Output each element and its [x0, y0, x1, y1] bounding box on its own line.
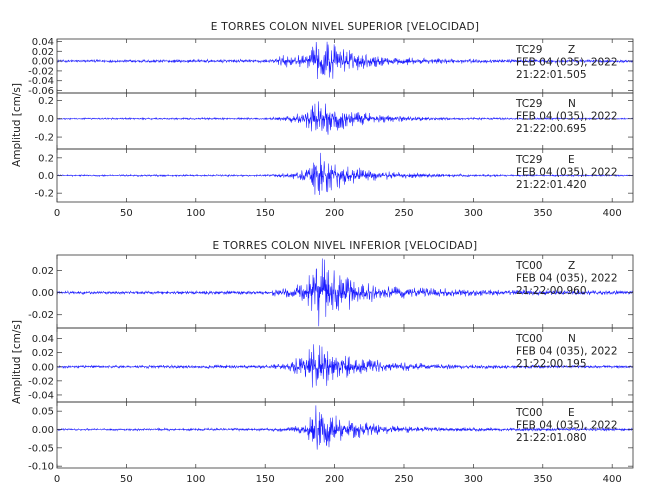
y-tick-label: -0.02 [28, 310, 54, 321]
waveform-trace [56, 101, 634, 135]
y-tick-label: -0.02 [28, 376, 54, 387]
waveform-trace [56, 152, 634, 196]
x-tick-label: 0 [54, 208, 60, 219]
y-tick-label: 0.05 [32, 407, 54, 418]
x-tick-label: 350 [533, 474, 552, 485]
y-tick-label: 0.04 [32, 334, 54, 345]
x-tick-label: 50 [120, 208, 133, 219]
y-tick-label: 0.02 [32, 348, 54, 359]
y-tick-label: 0.02 [32, 47, 54, 58]
station-label: TC00 [515, 407, 543, 419]
y-tick-label: 0.02 [32, 266, 54, 277]
y-axis-label: Amplitud [cm/s] [11, 320, 23, 404]
chart-title: E TORRES COLON NIVEL SUPERIOR [VELOCIDAD… [211, 21, 480, 33]
date-label: FEB 04 (035), 2022 [516, 111, 618, 123]
chart-title: E TORRES COLON NIVEL INFERIOR [VELOCIDAD… [213, 240, 478, 252]
date-label: FEB 04 (035), 2022 [516, 167, 618, 179]
y-tick-label: 0.00 [32, 362, 54, 373]
y-tick-label: -0.04 [28, 76, 54, 87]
chart-group-2: E TORRES COLON NIVEL INFERIOR [VELOCIDAD… [11, 240, 634, 485]
x-tick-label: 100 [186, 208, 205, 219]
y-tick-label: 0.0 [38, 114, 54, 125]
component-label: N [568, 98, 576, 110]
time-label: 21:22:00.695 [516, 123, 587, 135]
y-tick-label: -0.10 [28, 462, 54, 473]
date-label: FEB 04 (035), 2022 [516, 420, 618, 432]
time-label: 21:22:00.195 [516, 358, 587, 370]
x-tick-label: 0 [54, 474, 60, 485]
y-tick-label: 0.00 [32, 57, 54, 68]
station-label: TC29 [515, 98, 543, 110]
date-label: FEB 04 (035), 2022 [516, 57, 618, 69]
y-axis-label: Amplitud [cm/s] [11, 83, 23, 167]
y-tick-label: 0.00 [32, 425, 54, 436]
x-tick-label: 150 [256, 474, 275, 485]
time-label: 21:22:01.080 [516, 432, 587, 444]
y-tick-label: 0.2 [38, 153, 54, 164]
x-tick-label: 300 [464, 208, 483, 219]
station-label: TC00 [515, 260, 543, 272]
y-tick-label: -0.2 [34, 133, 54, 144]
date-label: FEB 04 (035), 2022 [516, 346, 618, 358]
waveform-trace [56, 344, 634, 388]
station-label: TC29 [515, 44, 543, 56]
component-label: E [568, 154, 575, 166]
station-label: TC29 [515, 154, 543, 166]
x-tick-label: 400 [603, 208, 622, 219]
time-label: 21:22:01.505 [516, 69, 587, 81]
x-tick-label: 250 [394, 208, 413, 219]
waveform-trace [56, 258, 634, 327]
x-tick-label: 400 [603, 474, 622, 485]
x-tick-label: 300 [464, 474, 483, 485]
y-tick-label: 0.00 [32, 288, 54, 299]
x-tick-label: 250 [394, 474, 413, 485]
date-label: FEB 04 (035), 2022 [516, 273, 618, 285]
y-tick-label: -0.2 [34, 189, 54, 200]
component-label: Z [568, 260, 575, 272]
x-tick-label: 100 [186, 474, 205, 485]
time-label: 21:22:01.420 [516, 179, 587, 191]
waveform-trace [56, 41, 634, 79]
component-label: Z [568, 44, 575, 56]
y-tick-label: -0.02 [28, 66, 54, 77]
component-label: E [568, 407, 575, 419]
x-tick-label: 150 [256, 208, 275, 219]
component-label: N [568, 333, 576, 345]
x-tick-label: 200 [325, 208, 344, 219]
y-tick-label: 0.0 [38, 171, 54, 182]
y-tick-label: 0.04 [32, 37, 54, 48]
y-tick-label: -0.06 [28, 86, 54, 97]
y-tick-label: -0.04 [28, 390, 54, 401]
x-tick-label: 350 [533, 208, 552, 219]
waveform-trace [56, 405, 634, 450]
panel-frame [56, 401, 634, 469]
station-label: TC00 [515, 333, 543, 345]
chart-group-1: E TORRES COLON NIVEL SUPERIOR [VELOCIDAD… [11, 21, 634, 219]
y-tick-label: 0.2 [38, 96, 54, 107]
x-tick-label: 200 [325, 474, 344, 485]
time-label: 21:22:00.960 [516, 285, 587, 297]
x-tick-label: 50 [120, 474, 133, 485]
y-tick-label: -0.05 [28, 443, 54, 454]
